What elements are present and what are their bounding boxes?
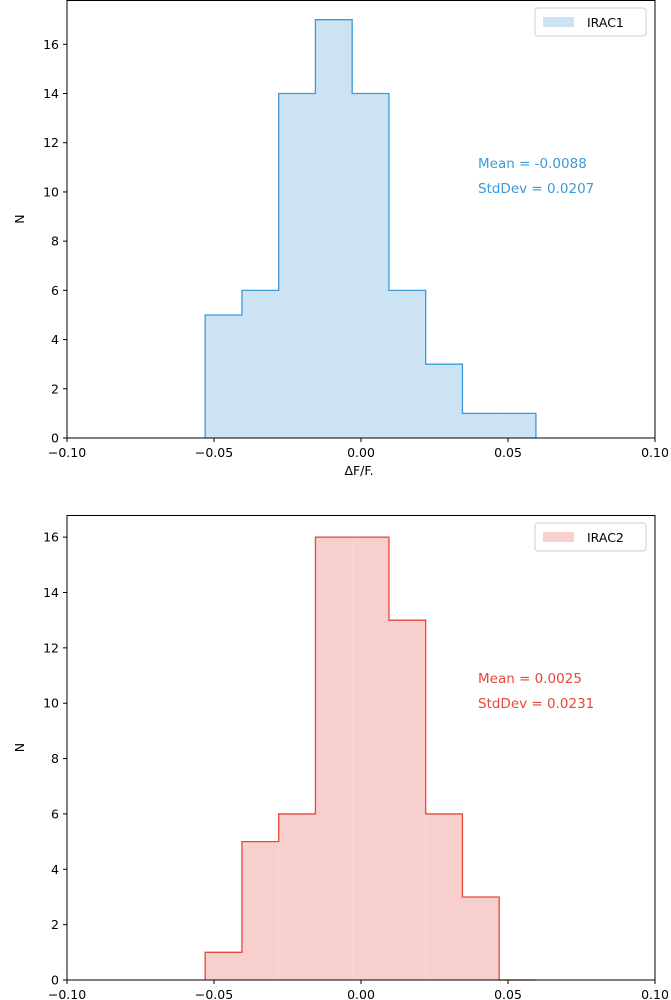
histogram-bar [462, 413, 500, 438]
y-tick-label: 4 [51, 862, 59, 877]
histogram-bar [352, 93, 389, 438]
x-tick-label: −0.05 [195, 987, 233, 1000]
histogram-bar [462, 896, 500, 980]
y-tick-label: 2 [51, 381, 59, 396]
y-tick-label: 2 [51, 917, 59, 932]
histogram-bar [278, 93, 316, 438]
y-tick-label: 8 [51, 751, 59, 766]
y-tick-label: 0 [51, 431, 59, 446]
histogram-panel-1: −0.10 −0.05 0.00 0.05 0.10 0 2 4 6 8 10 12 14 16 ΔF/F.… [12, 0, 669, 478]
y-tick-label: 14 [43, 585, 59, 600]
y-axis-label: N [12, 214, 27, 223]
legend: IRAC1 [534, 7, 647, 37]
histogram-bar [315, 19, 353, 438]
histogram-bar [352, 537, 389, 980]
y-tick-label: 4 [51, 332, 59, 347]
x-tick-label: 0.00 [347, 445, 375, 460]
histogram-step-line [204, 19, 537, 438]
x-tick-label: 0.05 [494, 987, 522, 1000]
y-tick-label: 10 [43, 184, 59, 199]
legend-swatch [543, 17, 574, 27]
y-tick-label: 8 [51, 234, 59, 249]
histogram-bar [205, 952, 242, 980]
x-tick-label: 0.10 [641, 987, 669, 1000]
histogram-bar [278, 813, 316, 980]
y-tick-label: 16 [43, 530, 59, 545]
legend-swatch [543, 532, 574, 542]
x-tick-label: 0.00 [347, 987, 375, 1000]
x-tick-label: 0.05 [494, 445, 522, 460]
x-tick-label: −0.05 [195, 445, 233, 460]
histogram-bar [241, 841, 279, 980]
histogram-bar [388, 290, 426, 438]
y-tick-label: 6 [51, 283, 59, 298]
y-tick-label: 10 [43, 696, 59, 711]
legend-label: IRAC1 [587, 15, 624, 30]
histogram-bars [205, 537, 500, 980]
stddev-annotation: StdDev = 0.0207 [478, 181, 594, 197]
legend-box [534, 522, 647, 552]
histogram-bar [425, 364, 463, 438]
x-tick-label: 0.10 [641, 445, 669, 460]
histogram-bar [499, 413, 536, 438]
histogram-bar [388, 620, 426, 980]
histogram-bar [205, 314, 242, 438]
y-tick-label: 12 [43, 135, 59, 150]
histogram-bar [315, 537, 353, 980]
x-tick-label: −0.10 [48, 987, 86, 1000]
x-axis-label: ΔF/F. [344, 463, 373, 478]
mean-annotation: Mean = 0.0025 [478, 671, 582, 687]
x-tick-label: −0.10 [48, 445, 86, 460]
y-tick-label: 6 [51, 806, 59, 821]
histogram-step-line [204, 536, 536, 981]
legend: IRAC2 [534, 522, 647, 552]
histogram-bar [241, 290, 279, 438]
legend-label: IRAC2 [587, 530, 624, 545]
histogram-bars [205, 19, 536, 438]
y-axis-label: N [12, 743, 27, 752]
y-tick-label: 0 [51, 973, 59, 988]
histogram-panel-2: −0.10−0.050.000.050.100246810121416ΔF/F.… [12, 515, 669, 1000]
histogram-bar [425, 813, 463, 980]
stddev-annotation: StdDev = 0.0231 [478, 696, 594, 712]
y-tick-label: 16 [43, 37, 59, 52]
legend-box [534, 7, 647, 37]
mean-annotation: Mean = -0.0088 [478, 156, 587, 172]
y-tick-label: 12 [43, 640, 59, 655]
y-tick-label: 14 [43, 86, 59, 101]
